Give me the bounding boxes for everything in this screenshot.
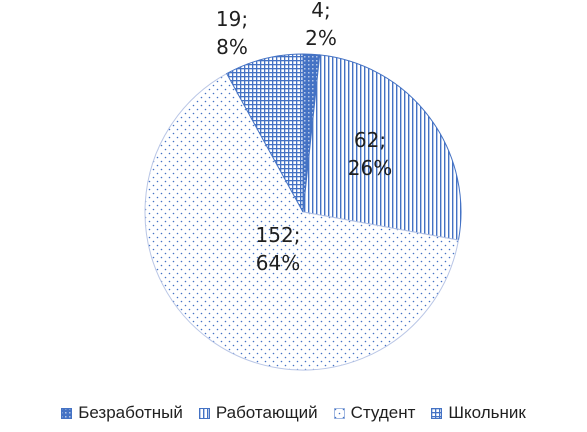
pie-slice-2 xyxy=(302,54,462,241)
data-label-percent-3: 64% xyxy=(256,251,300,275)
pie-data-labels: 4; 2% 62; 26% 152; 64% 19; 8% xyxy=(216,0,392,275)
legend-swatch-3 xyxy=(333,407,345,419)
legend-swatch-4 xyxy=(431,407,443,419)
legend-label-3: Студент xyxy=(350,403,416,422)
legend-item-1: Безработный xyxy=(61,403,183,423)
data-label-percent-1: 2% xyxy=(305,26,337,50)
legend-swatch-2 xyxy=(198,407,210,419)
pie-chart: 4; 2% 62; 26% 152; 64% 19; 8% xyxy=(144,0,462,371)
data-label-percent-4: 8% xyxy=(216,35,248,59)
data-label-value-1: 4; xyxy=(311,0,330,22)
data-label-value-2: 62; xyxy=(354,128,386,152)
legend-item-3: Студент xyxy=(333,403,416,423)
legend-item-2: Работающий xyxy=(198,403,318,423)
pie-slice-3 xyxy=(144,72,460,371)
data-label-percent-2: 26% xyxy=(348,156,392,180)
legend: Безработный Работающий Студент Школьник xyxy=(0,400,587,426)
pie-slice-4 xyxy=(226,53,304,213)
legend-label-1: Безработный xyxy=(78,403,183,422)
legend-label-2: Работающий xyxy=(215,403,318,422)
legend-item-4: Школьник xyxy=(431,403,526,423)
legend-swatch-1 xyxy=(61,407,73,419)
pie-slices xyxy=(144,53,462,371)
legend-label-4: Школьник xyxy=(448,403,526,422)
data-label-value-3: 152; xyxy=(256,223,301,247)
data-label-value-4: 19; xyxy=(216,7,248,31)
